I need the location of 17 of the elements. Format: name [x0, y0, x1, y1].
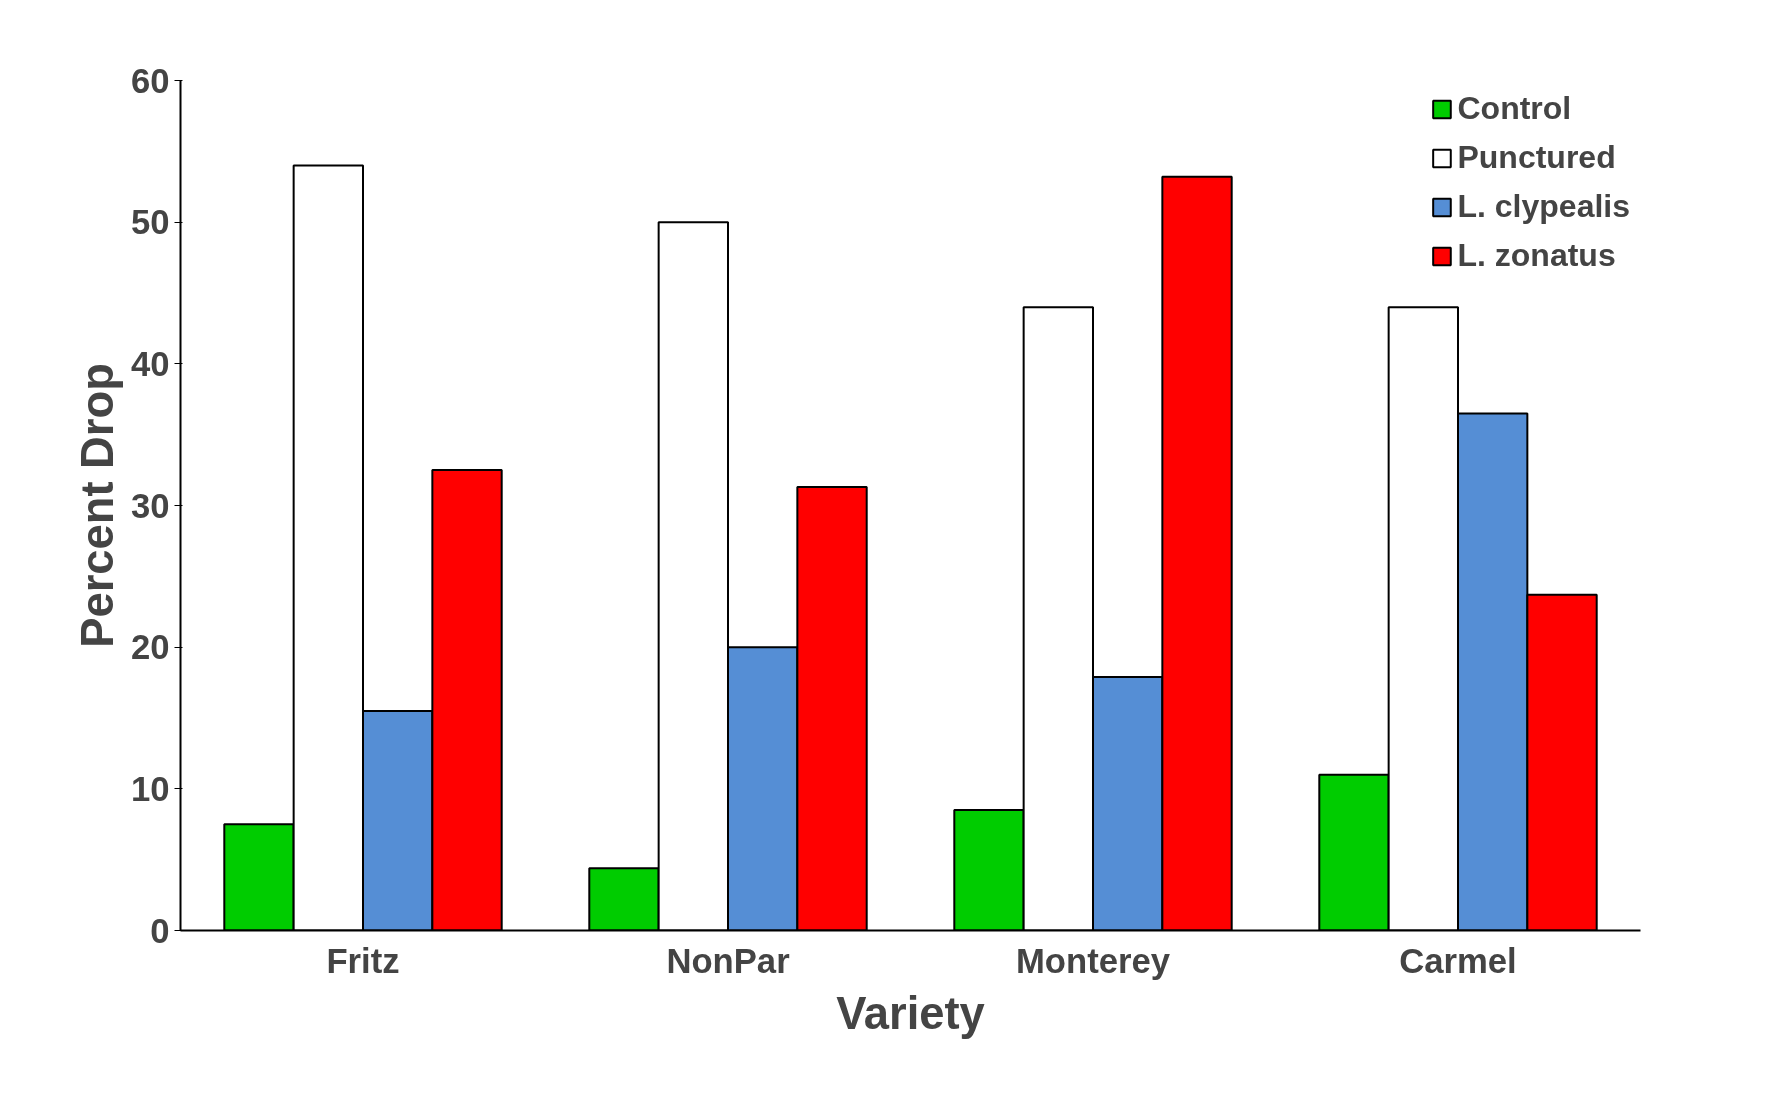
y-tick-label: 40 — [130, 344, 170, 383]
y-tick-label: 0 — [150, 911, 170, 950]
legend-label: Punctured — [1457, 139, 1616, 176]
x-tick-label: Monterey — [1015, 941, 1171, 980]
legend-label: L. clypealis — [1457, 188, 1630, 225]
y-tick-label: 60 — [130, 61, 170, 100]
y-tick-label: 10 — [130, 769, 170, 808]
y-tick-label: 20 — [130, 628, 170, 667]
legend-label: L. zonatus — [1457, 237, 1616, 274]
x-tick-label: Carmel — [1399, 941, 1517, 980]
y-axis-title: Percent Drop — [71, 363, 123, 648]
x-tick-label: Fritz — [326, 941, 400, 980]
legend-label: Control — [1457, 90, 1572, 127]
x-axis-title: Variety — [836, 987, 985, 1039]
x-tick-label: NonPar — [666, 941, 790, 980]
y-tick-label: 50 — [130, 203, 170, 242]
y-tick-label: 30 — [130, 486, 170, 525]
